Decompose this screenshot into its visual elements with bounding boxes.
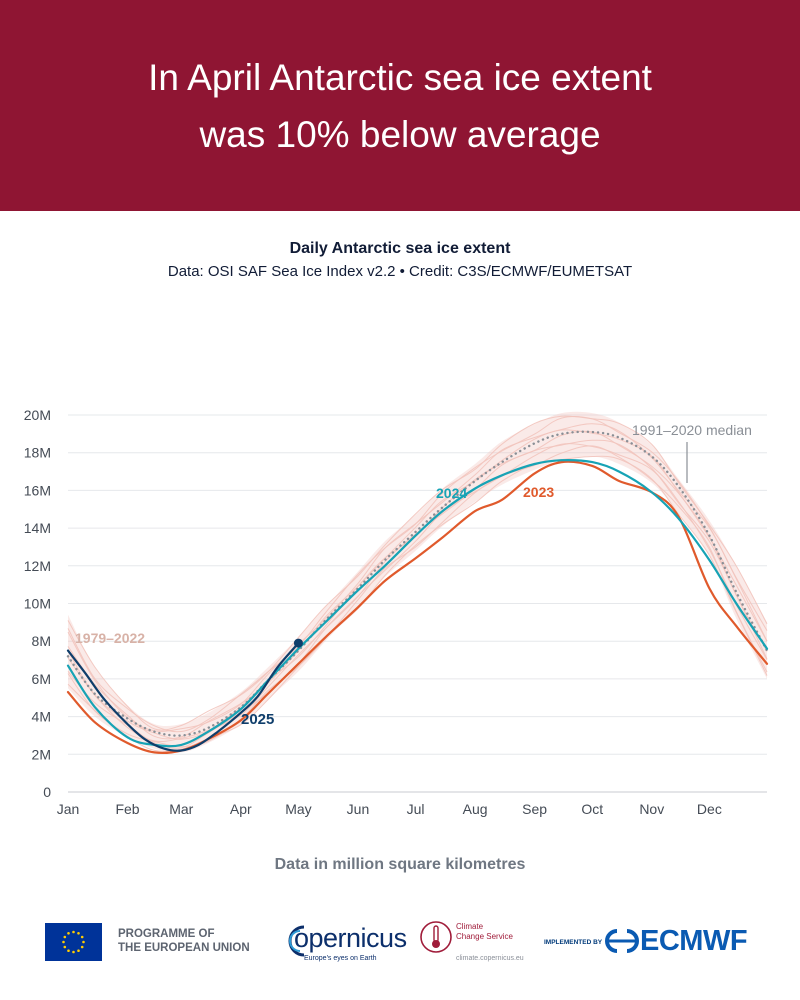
sea-ice-chart: 0 2M 4M 6M 8M 10M 12M 14M 16M 18M 20M Jan Feb Mar Apr… [24,407,769,817]
y-tick-label: 2M [32,746,51,762]
series-line-2024 [66,459,769,748]
copernicus-wordmark: opernicus [294,923,407,953]
headline-line-2: was 10% below average [199,113,601,155]
headline: In April Antarctic sea ice extent was 10… [20,49,780,163]
grid-lines [68,414,767,793]
annotation-2025: 2025 [241,711,274,728]
x-tick-label: Apr [230,801,252,817]
annotations: 1979–2022 1991–2020 median 2024 2023 202… [75,422,752,728]
y-tick-label: 20M [24,407,51,423]
annotation-1979-2022: 1979–2022 [75,630,145,646]
x-tick-label: Dec [697,801,722,817]
c3s-url: climate.copernicus.eu [456,955,524,962]
x-axis-ticks: Jan Feb Mar Apr May Jun Jul Aug Sep Oct Nov Dec [57,801,722,817]
y-tick-label: 14M [24,520,51,536]
chart-title: Daily Antarctic sea ice extent [289,240,511,257]
eu-programme-text: PROGRAMME OF THE EUROPEAN UNION [118,927,250,955]
series-line-2025 [66,642,300,752]
implemented-by-label: IMPLEMENTED BY [544,939,603,946]
x-tick-label: May [285,801,311,817]
y-tick-label: 6M [32,671,51,687]
y-tick-label: 16M [24,482,51,498]
eu-stars-icon [62,930,85,954]
eu-line-2: THE EUROPEAN UNION [118,942,250,954]
historical-year-line [67,416,768,733]
historical-band [68,411,767,753]
c3s-line-1: Climate [456,922,484,931]
y-axis-ticks: 0 2M 4M 6M 8M 10M 12M 14M 16M 18M 20M [24,407,51,800]
x-tick-label: Jul [407,801,425,817]
y-tick-label: 8M [32,633,51,649]
annotation-2023: 2023 [523,484,554,500]
chart-subtitle: Data: OSI SAF Sea Ice Index v2.2 • Credi… [167,263,633,280]
historical-year-line [67,429,768,740]
ecmwf-mark-icon [605,929,639,953]
x-tick-label: Mar [169,801,193,817]
y-tick-label: 10M [24,596,51,612]
historical-year-line [67,443,768,749]
y-tick-label: 12M [24,558,51,574]
copernicus-logo: opernicus Europe's eyes on Earth [280,915,407,967]
ecmwf-wordmark: ECMWF [640,925,748,957]
historical-year-line [67,423,768,732]
x-tick-label: Jun [347,801,370,817]
x-tick-label: Nov [639,801,664,817]
series-line-2023 [66,460,769,755]
thermometer-icon [420,921,452,953]
eu-flag-icon [45,923,102,961]
eu-line-1: PROGRAMME OF [118,928,215,940]
headline-line-1: In April Antarctic sea ice extent [148,56,652,98]
x-tick-label: Jan [57,801,80,817]
y-tick-label: 18M [24,445,51,461]
x-tick-label: Feb [115,801,139,817]
historical-year-line [67,455,768,752]
historical-year-line [67,415,768,731]
x-tick-label: Sep [522,801,547,817]
series-2025-endpoint [293,638,303,648]
y-tick-label: 0 [43,784,51,800]
unit-note: Data in million square kilometres [274,856,526,873]
historical-envelope [67,411,768,753]
series-lines [66,430,769,755]
x-tick-label: Oct [581,801,603,817]
annotation-2024: 2024 [436,485,467,501]
series-line-median [66,430,769,737]
y-tick-label: 4M [32,709,51,725]
copernicus-c-icon [288,925,305,957]
copernicus-tagline: Europe's eyes on Earth [304,955,377,962]
historical-year-line [67,445,768,748]
c3s-logo: Climate Change Service climate.copernicu… [420,917,530,969]
annotation-median: 1991–2020 median [632,422,752,438]
c3s-name: Climate Change Service [456,922,513,942]
footer-logos: PROGRAMME OF THE EUROPEAN UNION opernicu… [0,915,800,975]
historical-year-line [67,439,768,743]
c3s-line-2: Change Service [456,932,513,941]
x-tick-label: Aug [463,801,488,817]
header-banner: In April Antarctic sea ice extent was 10… [0,0,800,211]
